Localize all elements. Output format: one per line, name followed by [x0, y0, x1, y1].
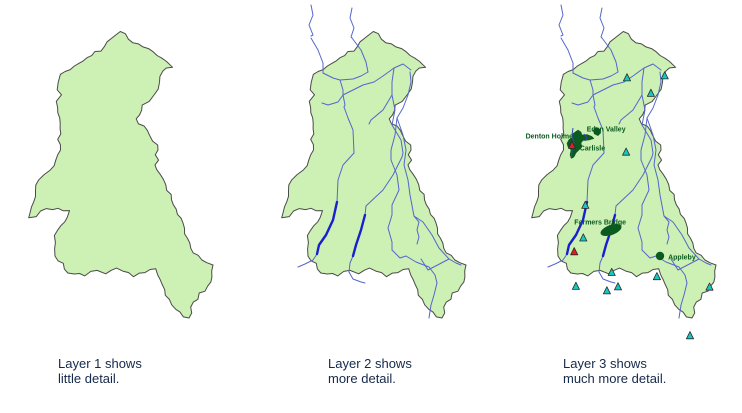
svg-text:Eden Valley: Eden Valley	[587, 127, 626, 134]
svg-text:Farmers Bridge: Farmers Bridge	[574, 220, 626, 227]
svg-text:Carlisle: Carlisle	[580, 146, 605, 153]
svg-text:Appleby: Appleby	[668, 255, 696, 262]
svg-text:Denton Holme: Denton Holme	[526, 134, 574, 141]
